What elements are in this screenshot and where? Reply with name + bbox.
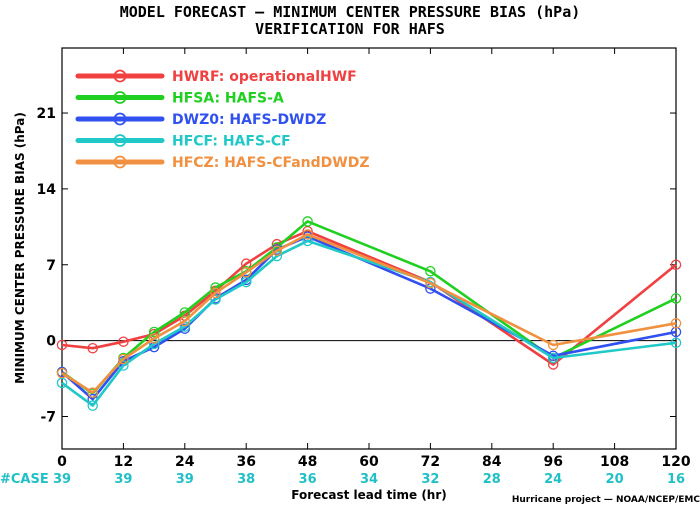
x-tick-label: 60 [359, 454, 379, 470]
series-line [61, 239, 677, 407]
x-tick-label: 12 [114, 454, 133, 470]
legend-swatch-marker [113, 155, 127, 169]
data-point [425, 277, 436, 289]
data-point [547, 352, 559, 364]
case-count: 32 [421, 472, 439, 487]
data-point [148, 326, 160, 338]
data-point [302, 216, 313, 227]
data-point [670, 293, 682, 304]
legend-item: HFCZ: HAFS-CFandDWDZ [75, 155, 369, 171]
data-point [148, 333, 160, 344]
data-point [118, 336, 129, 347]
legend-label: HFSA: HAFS-A [172, 91, 284, 107]
case-count: 28 [483, 472, 501, 487]
legend-label: DWZ0: HAFS-DWDZ [172, 112, 326, 128]
legend-swatch-marker [113, 69, 127, 83]
series-line [61, 235, 677, 401]
legend-item: DWZ0: HAFS-DWDZ [75, 112, 326, 128]
case-count: 39 [53, 472, 71, 487]
data-point [425, 266, 436, 277]
legend-swatch-marker [113, 91, 127, 104]
data-point [210, 287, 221, 299]
data-point [56, 339, 68, 351]
x-tick-label: 48 [298, 454, 317, 470]
case-count: 34 [360, 472, 378, 487]
data-point [302, 235, 313, 247]
legend-label: HFCZ: HAFS-CFandDWDZ [172, 155, 369, 171]
legend-swatch-marker [113, 134, 127, 147]
data-point [670, 259, 682, 271]
case-count: 24 [544, 472, 562, 487]
x-tick-label: 84 [482, 454, 502, 470]
data-point [118, 353, 129, 365]
data-point [670, 337, 682, 349]
legend-item: HFSA: HAFS-A [75, 91, 284, 107]
y-tick-label: -7 [40, 409, 56, 425]
series-1 [56, 216, 682, 399]
case-count: 36 [299, 472, 317, 487]
y-tick-label: 7 [46, 258, 56, 274]
x-axis-ticks: 0 12 24 36 48 60 72 84 96 108 120 [57, 48, 691, 470]
data-point [56, 367, 68, 379]
x-tick-label: 120 [661, 454, 690, 470]
y-tick-label: 14 [37, 182, 57, 198]
data-point [210, 294, 221, 305]
series-layer [56, 216, 682, 411]
y-tick-label: 0 [46, 334, 56, 350]
data-point [547, 339, 559, 351]
series-line [61, 233, 677, 394]
x-axis-label: Forecast lead time (hr) [291, 488, 447, 502]
x-tick-label: 36 [236, 454, 255, 470]
legend-label: HFCF: HAFS-CF [172, 134, 291, 150]
series-3 [56, 235, 682, 411]
credit-text: Hurricane project — NOAA/NCEP/EMC [512, 495, 700, 505]
case-count: 39 [114, 472, 132, 487]
data-point [271, 245, 283, 256]
data-point [240, 267, 252, 278]
data-point [87, 387, 98, 398]
case-count: 39 [176, 472, 194, 487]
data-point [179, 315, 191, 327]
case-count: 16 [667, 472, 685, 487]
x-tick-label: 96 [543, 454, 562, 470]
series-line [61, 220, 677, 396]
case-count: 20 [606, 472, 624, 487]
y-axis-label: MINIMUM CENTER PRESSURE BIAS (hPa) [13, 112, 27, 384]
y-axis-ticks: -7 0 7 14 21 [37, 106, 676, 425]
legend-label: HWRF: operationalHWF [172, 69, 357, 85]
x-tick-label: 108 [600, 454, 629, 470]
x-tick-label: 24 [175, 454, 195, 470]
data-point [302, 229, 313, 240]
chart-subtitle: VERIFICATION FOR HAFS [255, 20, 445, 38]
data-point [87, 400, 98, 411]
legend-item: HWRF: operationalHWF [75, 69, 357, 85]
data-point [87, 342, 98, 354]
x-tick-label: 0 [57, 454, 67, 470]
case-counts: 39 39 39 38 36 34 32 28 24 20 16 [53, 472, 685, 487]
legend-item: HFCF: HAFS-CF [75, 134, 291, 150]
data-point [670, 318, 682, 329]
case-label: #CASE [0, 472, 49, 487]
x-tick-label: 72 [421, 454, 440, 470]
series-4 [56, 229, 682, 398]
case-count: 38 [237, 472, 255, 487]
legend-swatch-marker [113, 112, 127, 126]
legend: HWRF: operationalHWF HFSA: HAFS-A DWZ0: HA… [75, 69, 369, 171]
chart-title: MODEL FORECAST — MINIMUM CENTER PRESSURE… [120, 3, 581, 21]
y-tick-label: 21 [37, 106, 56, 122]
